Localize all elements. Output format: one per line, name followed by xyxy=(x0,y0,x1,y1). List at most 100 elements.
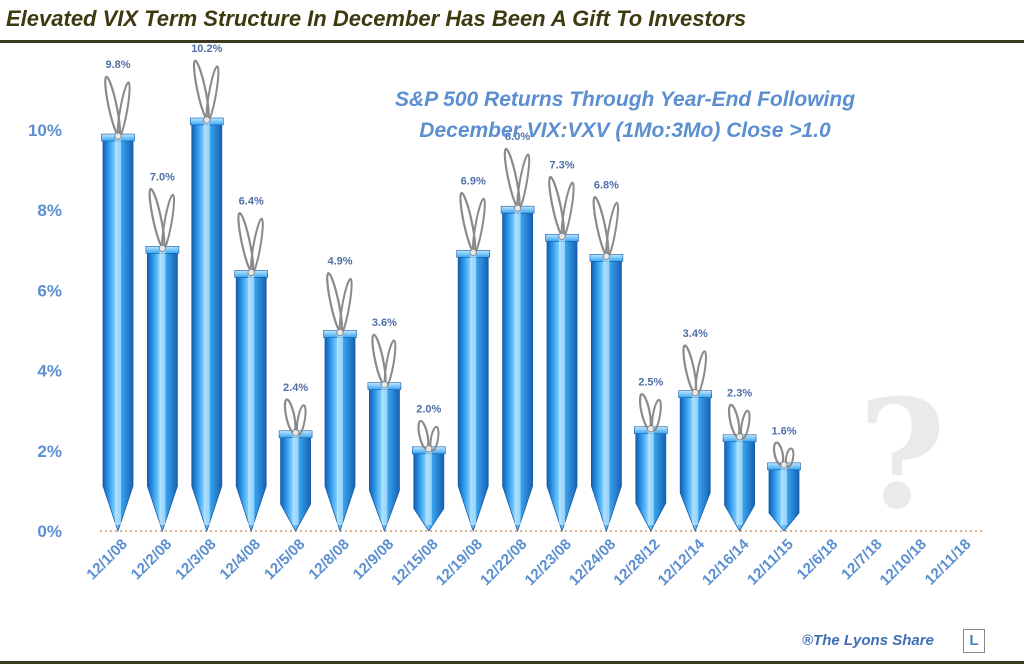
bar-ribbon xyxy=(337,330,343,525)
y-tick-label: 0% xyxy=(37,522,62,541)
bar-ribbon xyxy=(736,434,743,525)
data-label: 2.0% xyxy=(416,404,441,416)
x-tick-label: 12/15/08 xyxy=(388,536,441,589)
bar-bow-knot xyxy=(780,461,788,469)
y-tick-label: 6% xyxy=(37,281,62,300)
lyons-share-logo: L xyxy=(963,629,985,653)
bar-12/1/08 xyxy=(101,75,135,533)
bar-bow xyxy=(417,419,430,450)
bar-12/5/08 xyxy=(278,398,313,532)
bar-ribbon xyxy=(692,390,699,525)
bar-bow xyxy=(148,187,166,249)
data-label: 1.6% xyxy=(771,425,796,437)
bar-bow xyxy=(283,398,297,434)
bar-12/9/08 xyxy=(367,333,402,533)
bar-bow xyxy=(459,191,477,253)
x-tick-label: 12/23/08 xyxy=(522,536,575,589)
bar-bow xyxy=(503,147,521,209)
data-label: 6.8% xyxy=(594,179,619,191)
question-mark-annotation: ? xyxy=(858,367,946,543)
bar-bow-knot xyxy=(469,248,477,256)
bar-bow xyxy=(192,59,210,121)
bar-bow-knot xyxy=(513,204,522,212)
bar-bow xyxy=(784,447,795,468)
x-tick-label: 12/1/08 xyxy=(83,536,130,583)
data-label: 9.8% xyxy=(105,59,130,71)
data-label: 8.0% xyxy=(505,131,530,143)
bar-ribbon xyxy=(381,382,388,525)
bar-12/11/15 xyxy=(767,441,801,532)
x-tick-label: 12/28/12 xyxy=(610,536,663,589)
x-tick-label: 12/5/08 xyxy=(261,536,308,583)
bar-bow xyxy=(548,175,566,237)
y-tick-label: 10% xyxy=(28,121,62,140)
x-tick-label: 12/16/14 xyxy=(699,535,753,589)
x-tick-label: 12/8/08 xyxy=(305,536,352,583)
bar-ribbon xyxy=(603,254,610,525)
bar-bow-knot xyxy=(602,252,611,260)
bar-bow-knot xyxy=(691,389,699,397)
bar-12/24/08 xyxy=(589,195,624,533)
bar-ribbon xyxy=(559,234,565,525)
bar-12/22/08 xyxy=(500,147,535,533)
bar-12/28/12 xyxy=(633,392,668,532)
x-tick-label: 12/10/18 xyxy=(877,536,930,589)
bar-bow xyxy=(104,75,122,137)
bar-bow-knot xyxy=(291,429,300,437)
chart-title-line-2: December VIX:VXV (1Mo:3Mo) Close >1.0 xyxy=(419,119,831,142)
x-tick-label: 12/12/14 xyxy=(655,535,709,589)
x-tick-label: 12/2/08 xyxy=(128,536,175,583)
bar-bow-knot xyxy=(558,232,566,240)
data-label: 2.3% xyxy=(727,387,752,399)
data-label: 10.2% xyxy=(191,44,222,55)
data-label: 7.3% xyxy=(549,159,574,171)
bar-ribbon xyxy=(115,134,121,525)
bar-ribbon xyxy=(470,250,477,525)
bar-bow-knot xyxy=(247,268,255,276)
x-tick-label: 12/11/15 xyxy=(744,536,797,589)
bar-bow xyxy=(592,195,610,257)
bar-bow-knot xyxy=(735,433,744,441)
bar-bow-knot xyxy=(203,116,211,124)
footer-divider xyxy=(0,661,1024,664)
x-tick-label: 12/24/08 xyxy=(566,536,619,589)
chart: 9.8% 7.0% 10.2% 6.4% 2.4% 4.9% 3.6% 2.0% 6.9% 8.0… xyxy=(28,44,985,589)
data-label: 3.6% xyxy=(372,317,397,329)
data-label: 6.4% xyxy=(239,195,264,207)
y-tick-label: 8% xyxy=(37,201,62,220)
bar-bow xyxy=(638,392,652,430)
y-tick-label: 2% xyxy=(37,442,62,461)
data-label: 4.9% xyxy=(327,256,352,268)
data-label: 3.4% xyxy=(683,328,708,340)
data-label: 2.4% xyxy=(283,382,308,394)
bar-bow-knot xyxy=(647,425,655,433)
bar-bow xyxy=(694,350,707,396)
data-label: 2.5% xyxy=(638,377,663,389)
bar-ribbon xyxy=(514,206,521,525)
x-tick-label: 12/11/18 xyxy=(922,536,975,589)
bar-ribbon xyxy=(425,446,432,525)
bar-bow xyxy=(237,211,255,273)
data-label: 6.9% xyxy=(461,175,486,187)
bar-ribbon xyxy=(248,270,255,525)
bar-bow xyxy=(740,409,751,440)
chart-title-line-1: S&P 500 Returns Through Year-End Followi… xyxy=(394,88,856,111)
bar-12/16/14 xyxy=(722,403,757,532)
x-tick-label: 12/6/18 xyxy=(794,536,841,583)
bar-bow-knot xyxy=(114,132,122,140)
bar-12/15/08 xyxy=(411,419,446,532)
bar-12/4/08 xyxy=(234,211,268,533)
bar-12/2/08 xyxy=(145,187,180,533)
title-divider xyxy=(0,40,1024,43)
bar-bow-knot xyxy=(336,328,344,337)
bar-bow-knot xyxy=(158,244,166,252)
bar-bow-knot xyxy=(425,445,433,453)
bar-12/19/08 xyxy=(456,191,491,533)
bar-12/12/14 xyxy=(678,344,713,533)
x-tick-label: 12/19/08 xyxy=(433,536,486,589)
bar-ribbon xyxy=(292,430,299,525)
bar-ribbon xyxy=(159,246,166,526)
bar-ribbon xyxy=(203,117,210,525)
x-tick-label: 12/4/08 xyxy=(217,536,264,583)
x-tick-label: 12/3/08 xyxy=(172,536,219,583)
